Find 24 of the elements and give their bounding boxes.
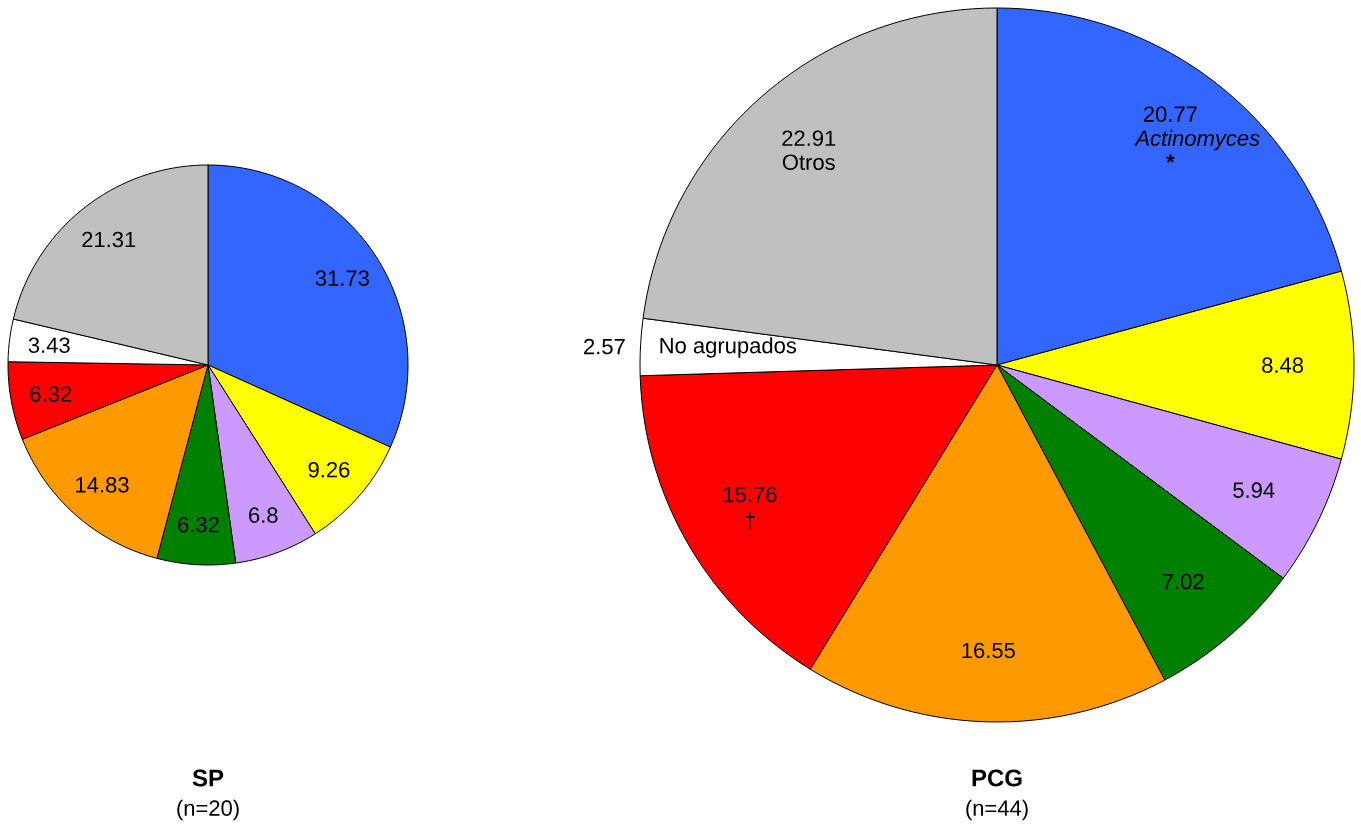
data-label: 16.55 — [962, 642, 1015, 659]
data-label: 6.32 — [30, 386, 71, 402]
data-label: 14.83 — [76, 477, 129, 493]
data-label: 6.32 — [178, 516, 219, 533]
data-label: 7.02 — [1162, 573, 1204, 590]
data-label: 22.91 — [782, 130, 836, 147]
data-label: 2.57 — [584, 338, 625, 355]
data-label: 5.94 — [1233, 482, 1275, 498]
data-label: 31.73 — [315, 270, 369, 286]
slice-label: No agrupados — [660, 337, 797, 358]
data-label: 20.77 — [1144, 106, 1197, 122]
slice-label: Otros — [782, 154, 835, 171]
text: SP — [192, 769, 224, 787]
data-label: 15.76 † — [724, 486, 777, 530]
data-label: 6.8 — [249, 507, 278, 523]
data-label: 21.31 — [82, 231, 136, 248]
text: PCG — [972, 769, 1022, 787]
text: (n=44) — [966, 799, 1028, 821]
text: (n=20) — [177, 799, 239, 821]
text: * — [1166, 154, 1175, 163]
slice-label: Actinomyces — [1134, 129, 1260, 151]
data-label: 8.48 — [1262, 357, 1304, 373]
data-label: 3.43 — [28, 337, 70, 353]
data-label: 9.26 — [308, 461, 350, 478]
